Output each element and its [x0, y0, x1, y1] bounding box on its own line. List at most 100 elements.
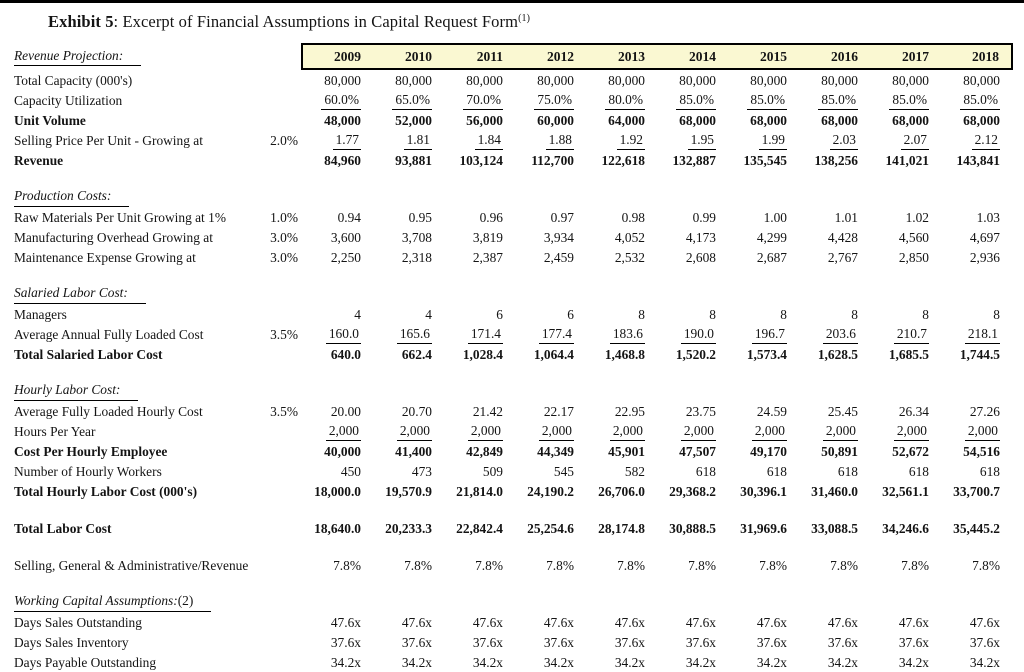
value-cell: 177.4 — [515, 324, 586, 344]
value-cell: 80,000 — [373, 69, 444, 90]
value-cell: 26.34 — [870, 401, 941, 421]
value-cell: 34.2x — [657, 652, 728, 672]
value-text: 2.12 — [971, 131, 1000, 150]
row-growth-rate: 2.0% — [270, 133, 298, 148]
spacer-cell — [8, 538, 1012, 555]
value-text: 618 — [766, 464, 787, 479]
value-text: 0.98 — [621, 210, 645, 225]
value-cell: 2,000 — [302, 421, 373, 441]
value-text: 22,842.4 — [456, 521, 503, 536]
value-text: 85.0% — [960, 91, 1000, 110]
table-row: Selling, General & Administrative/Revenu… — [8, 555, 1012, 575]
value-cell: 1.77 — [302, 130, 373, 150]
year-header: 2012 — [515, 43, 586, 70]
value-cell: 47,507 — [657, 441, 728, 461]
top-rule — [0, 0, 1024, 3]
row-label: Days Payable Outstanding — [14, 655, 157, 670]
value-text: 34.2x — [543, 655, 574, 670]
value-text: 1.99 — [758, 131, 787, 150]
value-text: 7.8% — [333, 558, 361, 573]
table-row: Average Annual Fully Loaded Cost 3.5% 160.… — [8, 324, 1012, 344]
row-label: Average Annual Fully Loaded Cost — [14, 327, 204, 342]
value-cell: 37.6x — [515, 632, 586, 652]
value-cell: 22.95 — [586, 401, 657, 421]
row-growth-rate: 3.5% — [270, 404, 298, 419]
spacer-row — [8, 267, 1012, 284]
row-label: Days Sales Inventory — [14, 635, 129, 650]
value-cell: 80,000 — [302, 69, 373, 90]
value-text: 545 — [553, 464, 574, 479]
value-text: 37.6x — [543, 635, 574, 650]
value-cell: 93,881 — [373, 150, 444, 170]
value-text: 42,849 — [466, 444, 503, 459]
value-cell: 1,520.2 — [657, 344, 728, 364]
value-text: 49,170 — [750, 444, 787, 459]
table-row: Total Labor Cost 18,640.0 20,233.3 22,842.4… — [8, 518, 1012, 538]
row-label: Capacity Utilization — [14, 93, 123, 108]
value-text: 47.6x — [330, 615, 361, 630]
value-cell: 34.2x — [444, 652, 515, 672]
value-text: 18,000.0 — [314, 484, 361, 499]
value-text: 2,532 — [614, 250, 645, 265]
value-text: 18,640.0 — [314, 521, 361, 536]
value-cell: 37.6x — [302, 632, 373, 652]
row-label: Unit Volume — [14, 113, 86, 128]
table-row: Revenue 84,960 93,881 103,124 112,700 122,618… — [8, 150, 1012, 170]
value-text: 160.0 — [325, 325, 361, 344]
value-text: 1.84 — [474, 131, 503, 150]
value-text: 37.6x — [330, 635, 361, 650]
value-text: 47.6x — [614, 615, 645, 630]
value-cell: 2,000 — [728, 421, 799, 441]
value-text: 25,254.6 — [527, 521, 574, 536]
value-cell: 20,233.3 — [373, 518, 444, 538]
value-cell: 1.02 — [870, 207, 941, 227]
value-text: 20.00 — [330, 404, 361, 419]
value-text: 112,700 — [531, 153, 574, 168]
row-label: Revenue — [14, 153, 64, 168]
value-cell: 47.6x — [302, 612, 373, 632]
value-text: 33,088.5 — [811, 521, 858, 536]
value-cell: 18,000.0 — [302, 481, 373, 501]
value-cell: 509 — [444, 461, 515, 481]
spacer-cell — [8, 575, 1012, 592]
value-text: 68,000 — [892, 113, 929, 128]
value-cell: 68,000 — [941, 110, 1012, 130]
table-row: Maintenance Expense Growing at 3.0% 2,250 2… — [8, 247, 1012, 267]
value-cell: 60.0% — [302, 90, 373, 110]
section-heading-row: Hourly Labor Cost: — [8, 381, 1012, 401]
value-cell: 0.94 — [302, 207, 373, 227]
value-text: 2,000 — [325, 422, 361, 441]
value-text: 7.8% — [475, 558, 503, 573]
value-text: 171.4 — [467, 325, 503, 344]
value-text: 29,368.2 — [669, 484, 716, 499]
section-heading-cell: Hourly Labor Cost: — [8, 381, 1012, 401]
value-cell: 2,459 — [515, 247, 586, 267]
value-text: 28,174.8 — [598, 521, 645, 536]
value-cell: 135,545 — [728, 150, 799, 170]
year-header: 2017 — [870, 43, 941, 70]
section-heading-suffix: (2) — [177, 593, 194, 608]
value-cell: 1,468.8 — [586, 344, 657, 364]
value-cell: 4,560 — [870, 227, 941, 247]
value-text: 2,318 — [401, 250, 432, 265]
value-text: 2,000 — [538, 422, 574, 441]
value-text: 0.94 — [337, 210, 361, 225]
section-heading-cell: Salaried Labor Cost: — [8, 284, 1012, 304]
value-text: 80,000 — [750, 73, 787, 88]
value-text: 56,000 — [466, 113, 503, 128]
value-cell: 1,028.4 — [444, 344, 515, 364]
value-text: 7.8% — [617, 558, 645, 573]
value-text: 26.34 — [898, 404, 929, 419]
value-text: 35,445.2 — [953, 521, 1000, 536]
value-text: 122,618 — [601, 153, 645, 168]
value-cell: 18,640.0 — [302, 518, 373, 538]
value-text: 183.6 — [609, 325, 645, 344]
value-cell: 2,000 — [657, 421, 728, 441]
row-label: Total Hourly Labor Cost (000's) — [14, 484, 198, 499]
value-cell: 37.6x — [870, 632, 941, 652]
value-cell: 34.2x — [941, 652, 1012, 672]
value-text: 618 — [979, 464, 1000, 479]
value-cell: 24.59 — [728, 401, 799, 421]
value-text: 22.95 — [614, 404, 645, 419]
value-cell: 85.0% — [657, 90, 728, 110]
